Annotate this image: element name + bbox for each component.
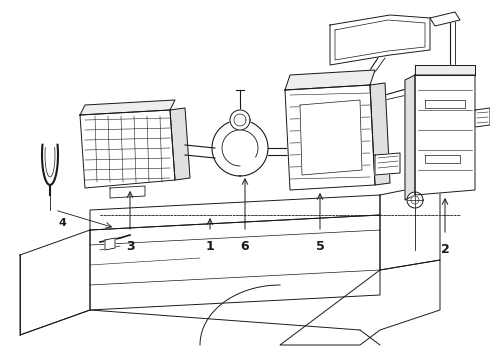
Polygon shape: [430, 12, 460, 26]
Polygon shape: [405, 75, 415, 200]
Polygon shape: [105, 238, 115, 250]
Text: 2: 2: [441, 243, 449, 256]
Polygon shape: [300, 100, 362, 175]
Polygon shape: [90, 215, 380, 310]
Polygon shape: [335, 20, 425, 60]
Polygon shape: [370, 83, 390, 185]
Text: 3: 3: [126, 240, 134, 253]
Polygon shape: [475, 108, 490, 127]
Polygon shape: [330, 15, 430, 65]
Polygon shape: [411, 196, 419, 204]
Text: 4: 4: [58, 218, 66, 228]
Polygon shape: [415, 75, 475, 195]
Polygon shape: [380, 185, 440, 270]
Polygon shape: [280, 260, 440, 345]
Polygon shape: [170, 108, 190, 180]
Polygon shape: [425, 100, 465, 108]
Text: 1: 1: [206, 240, 215, 253]
Polygon shape: [407, 192, 423, 208]
Polygon shape: [230, 110, 250, 130]
Polygon shape: [90, 195, 380, 230]
Text: 5: 5: [316, 240, 324, 253]
Polygon shape: [415, 65, 475, 75]
Polygon shape: [285, 70, 375, 90]
Polygon shape: [80, 110, 175, 188]
Polygon shape: [110, 186, 145, 198]
Polygon shape: [80, 100, 175, 115]
Text: 6: 6: [241, 240, 249, 253]
Polygon shape: [285, 85, 375, 190]
Polygon shape: [425, 155, 460, 163]
Polygon shape: [20, 230, 90, 335]
Polygon shape: [234, 114, 246, 126]
Polygon shape: [375, 153, 400, 175]
